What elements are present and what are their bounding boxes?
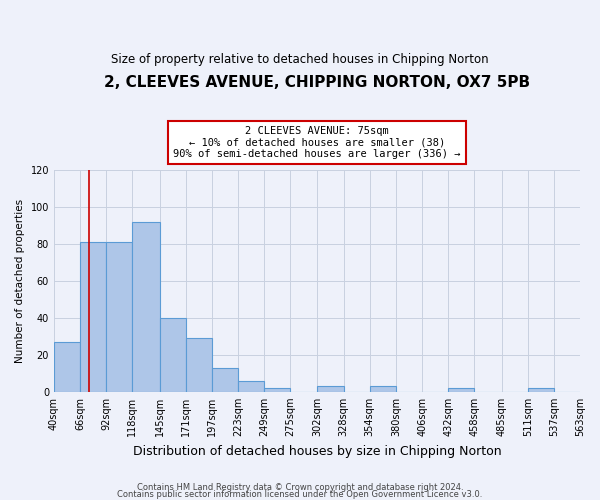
Bar	[54, 342, 80, 392]
Bar	[238, 380, 264, 392]
Bar	[264, 388, 290, 392]
Bar	[185, 338, 212, 392]
Y-axis label: Number of detached properties: Number of detached properties	[15, 199, 25, 363]
X-axis label: Distribution of detached houses by size in Chipping Norton: Distribution of detached houses by size …	[133, 444, 501, 458]
Text: Size of property relative to detached houses in Chipping Norton: Size of property relative to detached ho…	[111, 52, 489, 66]
Bar	[133, 222, 160, 392]
Title: 2, CLEEVES AVENUE, CHIPPING NORTON, OX7 5PB: 2, CLEEVES AVENUE, CHIPPING NORTON, OX7 …	[104, 75, 530, 90]
Bar	[106, 242, 133, 392]
Bar	[317, 386, 344, 392]
Text: 2 CLEEVES AVENUE: 75sqm
← 10% of detached houses are smaller (38)
90% of semi-de: 2 CLEEVES AVENUE: 75sqm ← 10% of detache…	[173, 126, 461, 160]
Bar	[212, 368, 238, 392]
Bar	[370, 386, 396, 392]
Text: Contains public sector information licensed under the Open Government Licence v3: Contains public sector information licen…	[118, 490, 482, 499]
Bar	[80, 242, 106, 392]
Text: Contains HM Land Registry data © Crown copyright and database right 2024.: Contains HM Land Registry data © Crown c…	[137, 484, 463, 492]
Bar	[527, 388, 554, 392]
Bar	[448, 388, 475, 392]
Bar	[160, 318, 185, 392]
